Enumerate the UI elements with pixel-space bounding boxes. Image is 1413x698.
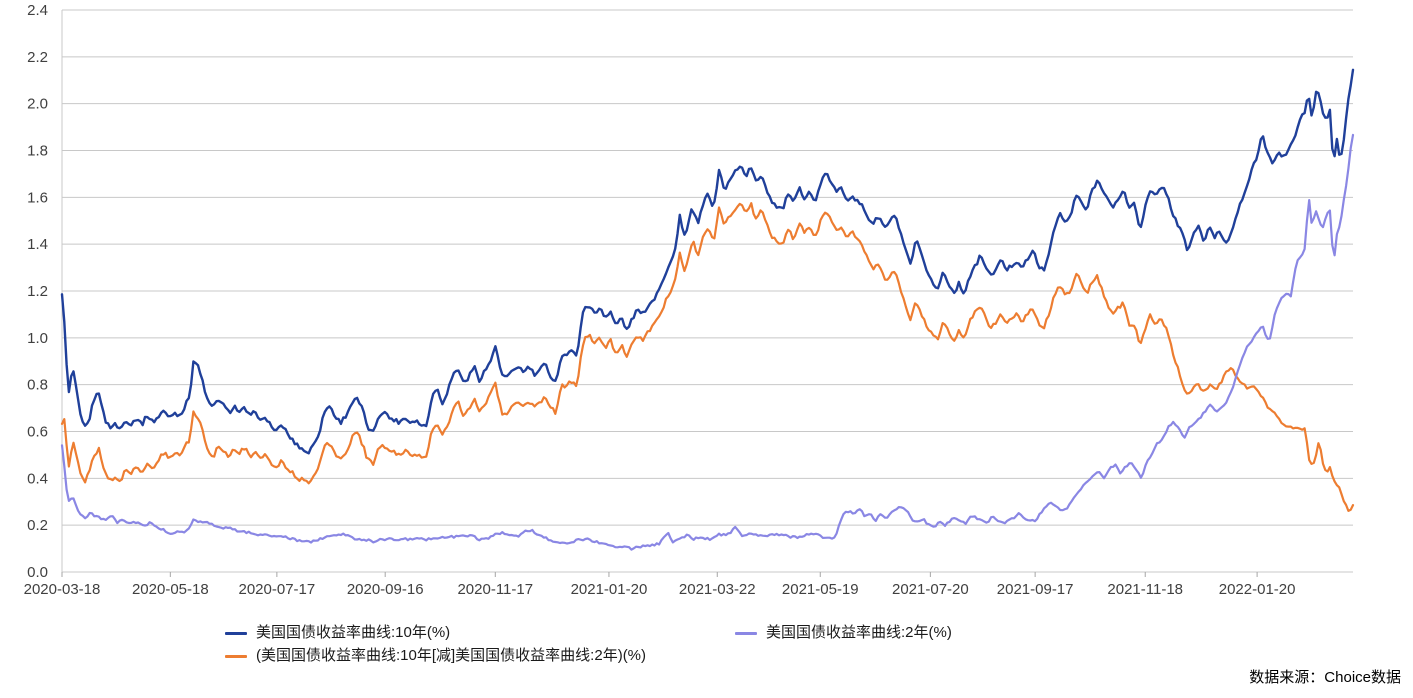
y-axis-tick-label: 2.0: [27, 96, 48, 113]
x-axis-tick-label: 2021-07-20: [892, 581, 969, 598]
y-axis-tick-label: 0.4: [27, 470, 48, 487]
x-axis-tick-label: 2020-09-16: [347, 581, 424, 598]
y-axis-tick-label: 1.6: [27, 189, 48, 206]
y-axis-tick-label: 2.2: [27, 49, 48, 66]
data-source-note: 数据来源：Choice数据: [1249, 669, 1401, 686]
y-axis-tick-label: 1.8: [27, 143, 48, 160]
y-axis-tick-label: 1.0: [27, 330, 48, 347]
x-axis-tick-label: 2020-07-17: [239, 581, 316, 598]
legend-label-spread: (美国国债收益率曲线:10年[减]美国国债收益率曲线:2年)(%): [256, 647, 647, 664]
x-axis-tick-label: 2021-01-20: [571, 581, 648, 598]
y-axis-tick-label: 1.2: [27, 283, 48, 300]
legend-label-10y: 美国国债收益率曲线:10年(%): [256, 624, 451, 641]
legend-line-marker-2y: [735, 631, 757, 635]
legend-item-spread: (美国国债收益率曲线:10年[减]美国国债收益率曲线:2年)(%): [225, 647, 646, 665]
x-axis-tick-label: 2020-05-18: [132, 581, 209, 598]
y-axis-tick-label: 2.4: [27, 2, 48, 19]
series-line-0: [60, 68, 1355, 455]
x-axis-tick-label: 2021-03-22: [679, 581, 756, 598]
y-axis-tick-label: 0.6: [27, 424, 48, 441]
y-axis-tick-label: 0.0: [27, 564, 48, 581]
y-axis-tick-label: 1.4: [27, 236, 48, 253]
legend-item-10y: 美国国债收益率曲线:10年(%): [225, 624, 450, 642]
legend-item-2y: 美国国债收益率曲线:2年(%): [735, 624, 952, 642]
legend-label-2y: 美国国债收益率曲线:2年(%): [766, 624, 952, 641]
legend-line-marker-spread: [225, 654, 247, 658]
y-axis-tick-label: 0.8: [27, 377, 48, 394]
x-axis-tick-label: 2021-09-17: [997, 581, 1074, 598]
x-axis-tick-label: 2020-11-17: [457, 581, 533, 598]
legend-line-marker-10y: [225, 631, 247, 635]
x-axis-tick-label: 2021-05-19: [782, 581, 859, 598]
x-axis-tick-label: 2022-01-20: [1219, 581, 1296, 598]
y-axis-tick-label: 0.2: [27, 517, 48, 534]
x-axis-tick-label: 2021-11-18: [1107, 581, 1183, 598]
series-line-2: [60, 133, 1355, 551]
series-line-1: [60, 202, 1355, 512]
x-axis-tick-label: 2020-03-18: [24, 581, 101, 598]
